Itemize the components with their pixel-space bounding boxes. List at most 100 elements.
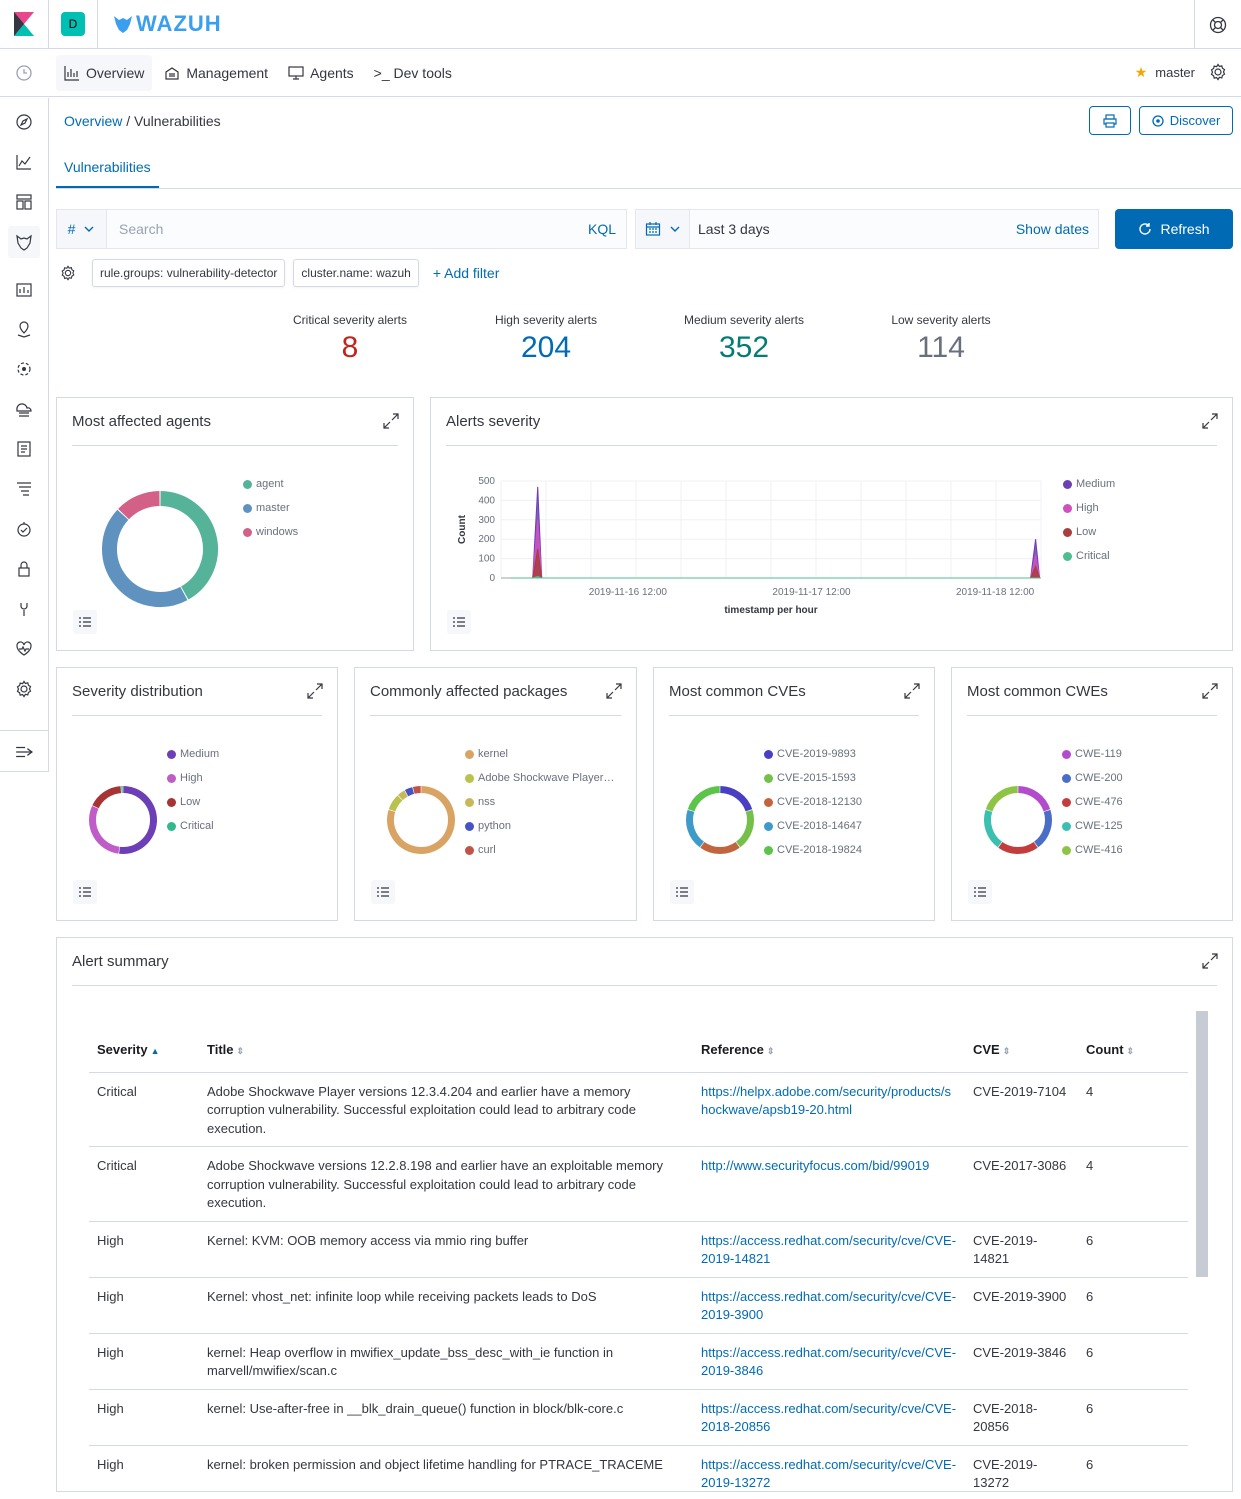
kql-toggle[interactable]: KQL bbox=[587, 221, 616, 237]
donut-slice[interactable] bbox=[102, 509, 188, 607]
legend-item[interactable]: CVE-2018-14647 bbox=[764, 814, 862, 838]
legend-item[interactable]: CWE-416 bbox=[1062, 838, 1123, 862]
legend-item[interactable]: Low bbox=[167, 790, 219, 814]
reference-link[interactable]: http://www.securityfocus.com/bid/99019 bbox=[701, 1158, 930, 1173]
add-filter-button[interactable]: + Add filter bbox=[432, 265, 500, 281]
sidebar-item-visualize[interactable] bbox=[8, 146, 40, 178]
legend-item[interactable]: agent bbox=[243, 472, 298, 496]
filter-pill[interactable]: rule.groups: vulnerability-detector bbox=[92, 259, 286, 287]
sidebar-item-management[interactable] bbox=[8, 673, 40, 705]
donut-slice[interactable] bbox=[984, 809, 1003, 848]
donut-slice[interactable] bbox=[1033, 809, 1052, 848]
donut-slice[interactable] bbox=[397, 790, 408, 801]
legend-toggle-button[interactable] bbox=[73, 880, 97, 904]
legend-item[interactable]: nss bbox=[465, 790, 614, 814]
sidebar-item-wazuh[interactable] bbox=[8, 226, 40, 258]
tab-management[interactable]: Management bbox=[156, 55, 276, 91]
reference-link[interactable]: https://access.redhat.com/security/cve/C… bbox=[701, 1288, 957, 1323]
legend-item[interactable]: CVE-2018-12130 bbox=[764, 790, 862, 814]
donut-slice[interactable] bbox=[92, 786, 122, 809]
donut-slice[interactable] bbox=[686, 809, 705, 848]
legend-toggle-button[interactable] bbox=[670, 880, 694, 904]
kibana-logo-icon[interactable] bbox=[14, 12, 34, 36]
sidebar-item-canvas[interactable] bbox=[8, 273, 40, 305]
legend-item[interactable]: CVE-2019-9893 bbox=[764, 742, 862, 766]
column-header-reference[interactable]: Reference ⇕ bbox=[693, 1028, 965, 1073]
column-header-severity[interactable]: Severity ▲ bbox=[89, 1028, 199, 1073]
legend-item[interactable]: High bbox=[1063, 496, 1115, 520]
legend-item[interactable]: CVE-2015-1593 bbox=[764, 766, 862, 790]
sidebar-item-dashboard[interactable] bbox=[8, 186, 40, 218]
reference-link[interactable]: https://access.redhat.com/security/cve/C… bbox=[701, 1344, 957, 1379]
time-range-label[interactable]: Last 3 days bbox=[698, 221, 770, 237]
legend-item[interactable]: CWE-125 bbox=[1062, 814, 1123, 838]
column-header-cve[interactable]: CVE ⇕ bbox=[965, 1028, 1078, 1073]
sidebar-item-infra[interactable] bbox=[8, 393, 40, 425]
tab-devtools[interactable]: >_ Dev tools bbox=[366, 55, 460, 91]
legend-toggle-button[interactable] bbox=[73, 610, 97, 634]
legend-item[interactable]: CWE-476 bbox=[1062, 790, 1123, 814]
legend-item[interactable]: CVE-2018-19824 bbox=[764, 838, 862, 862]
legend-item[interactable]: master bbox=[243, 496, 298, 520]
legend-toggle-button[interactable] bbox=[447, 610, 471, 634]
quick-select-button[interactable] bbox=[636, 210, 690, 248]
sidebar-item-maps[interactable] bbox=[8, 313, 40, 345]
space-avatar[interactable]: D bbox=[61, 12, 85, 36]
sidebar-item-apm[interactable] bbox=[8, 473, 40, 505]
index-pattern-selector[interactable]: # bbox=[57, 210, 107, 248]
legend-item[interactable]: High bbox=[167, 766, 219, 790]
wazuh-logo[interactable]: WAZUH bbox=[112, 10, 222, 38]
sidebar-item-discover[interactable] bbox=[8, 106, 40, 138]
reference-link[interactable]: https://access.redhat.com/security/cve/C… bbox=[701, 1400, 957, 1435]
recent-clock-icon[interactable] bbox=[15, 64, 33, 82]
legend-toggle-button[interactable] bbox=[968, 880, 992, 904]
settings-gear-icon[interactable] bbox=[1209, 63, 1227, 81]
legend-item[interactable]: CWE-200 bbox=[1062, 766, 1123, 790]
column-header-title[interactable]: Title ⇕ bbox=[199, 1028, 693, 1073]
expand-icon[interactable] bbox=[606, 683, 622, 699]
reference-link[interactable]: https://access.redhat.com/security/cve/C… bbox=[701, 1232, 957, 1267]
donut-slice[interactable] bbox=[998, 841, 1038, 854]
search-input[interactable] bbox=[107, 221, 588, 237]
expand-icon[interactable] bbox=[1202, 953, 1218, 969]
donut-slice[interactable] bbox=[1018, 786, 1051, 812]
breadcrumb-overview-link[interactable]: Overview bbox=[64, 113, 123, 129]
donut-slice[interactable] bbox=[388, 795, 403, 812]
sidebar-item-ml[interactable] bbox=[8, 353, 40, 385]
tab-vulnerabilities[interactable]: Vulnerabilities bbox=[56, 148, 159, 188]
sidebar-item-logs[interactable] bbox=[8, 433, 40, 465]
donut-slice[interactable] bbox=[720, 786, 753, 812]
legend-toggle-button[interactable] bbox=[371, 880, 395, 904]
tab-agents[interactable]: Agents bbox=[280, 55, 362, 91]
reference-link[interactable]: https://helpx.adobe.com/security/product… bbox=[701, 1083, 952, 1118]
show-dates-link[interactable]: Show dates bbox=[1015, 221, 1089, 237]
donut-slice[interactable] bbox=[387, 786, 455, 854]
donut-slice[interactable] bbox=[119, 786, 157, 854]
legend-item[interactable]: CWE-119 bbox=[1062, 742, 1123, 766]
expand-icon[interactable] bbox=[904, 683, 920, 699]
dock-navigation-button[interactable] bbox=[0, 730, 48, 772]
donut-slice[interactable] bbox=[735, 809, 754, 848]
donut-slice[interactable] bbox=[404, 787, 415, 797]
series-area-critical[interactable] bbox=[511, 575, 1041, 579]
legend-item[interactable]: curl bbox=[465, 838, 614, 862]
legend-item[interactable]: Critical bbox=[1063, 544, 1115, 568]
tab-overview[interactable]: Overview bbox=[56, 55, 153, 91]
discover-button[interactable]: Discover bbox=[1139, 106, 1233, 135]
donut-slice[interactable] bbox=[687, 786, 720, 812]
sidebar-item-monitoring[interactable] bbox=[8, 633, 40, 665]
donut-slice[interactable] bbox=[89, 805, 120, 854]
sidebar-item-devtools[interactable] bbox=[8, 593, 40, 625]
instance-name[interactable]: master bbox=[1155, 64, 1195, 80]
legend-item[interactable]: python bbox=[465, 814, 614, 838]
expand-icon[interactable] bbox=[307, 683, 323, 699]
legend-item[interactable]: Medium bbox=[167, 742, 219, 766]
expand-icon[interactable] bbox=[1202, 413, 1218, 429]
expand-icon[interactable] bbox=[1202, 683, 1218, 699]
table-scrollbar[interactable] bbox=[1196, 1011, 1208, 1277]
legend-item[interactable]: windows bbox=[243, 520, 298, 544]
expand-icon[interactable] bbox=[383, 413, 399, 429]
legend-item[interactable]: Adobe Shockwave Player… bbox=[465, 766, 614, 790]
reference-link[interactable]: https://access.redhat.com/security/cve/C… bbox=[701, 1456, 957, 1491]
column-header-count[interactable]: Count ⇕ bbox=[1078, 1028, 1188, 1073]
